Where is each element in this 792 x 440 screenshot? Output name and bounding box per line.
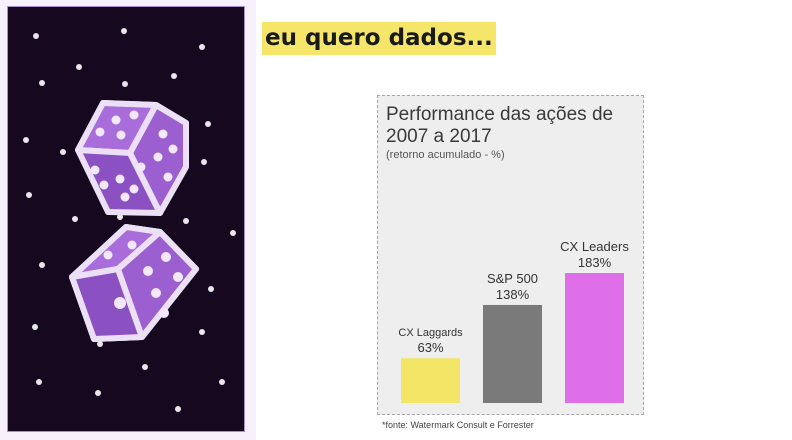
headline: eu quero dados...: [262, 22, 496, 55]
bar-1: [483, 304, 542, 403]
category-label-1: S&P 500: [487, 271, 538, 286]
die-bottom-pips: [103, 240, 183, 318]
die-top-pips: [90, 110, 178, 202]
value-label-0: 63%: [417, 340, 443, 355]
bar-2: [565, 273, 624, 403]
category-label-0: CX Laggards: [398, 327, 463, 339]
bar-0: [401, 358, 460, 403]
source-note: *fonte: Watermark Consult e Forrester: [382, 420, 534, 430]
chart-panel: CX Laggards 63% S&P 500 138% CX Leaders 183% …: [377, 95, 644, 415]
chart-title: Performance das ações de 2007 a 2017: [386, 104, 614, 147]
star-dots: [23, 28, 236, 412]
illustration-panel: [0, 0, 256, 440]
category-label-2: CX Leaders: [560, 239, 629, 254]
dice-icon: [23, 28, 236, 412]
die-top: [75, 100, 189, 216]
value-label-2: 183%: [578, 255, 612, 270]
chart-subtitle: (retorno acumulado - %): [386, 149, 505, 161]
dice-illustration: [7, 6, 245, 432]
value-label-1: 138%: [496, 287, 530, 302]
